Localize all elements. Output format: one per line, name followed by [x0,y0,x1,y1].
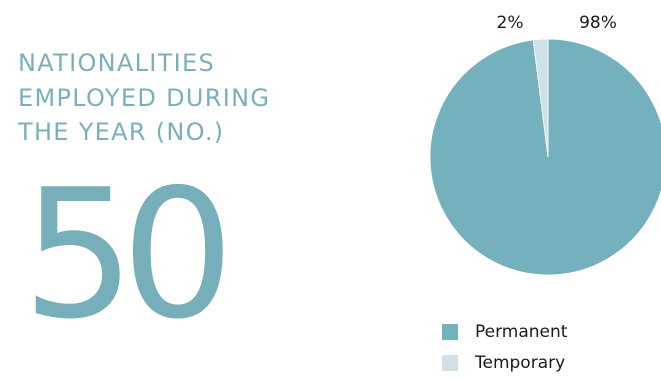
pie-slice-temporary [532,38,549,158]
legend-label-permanent: Permanent [475,322,568,342]
legend-label-temporary: Temporary [475,353,566,373]
pie-slice-permanent [429,38,661,276]
chart-legend: Permanent Temporary [442,320,567,382]
legend-item-permanent: Permanent [442,320,567,344]
legend-item-temporary: Temporary [442,351,567,375]
headline-line-1: NATIONALITIES [18,49,215,77]
headline-line-2: EMPLOYED DURING [18,83,271,112]
headline: NATIONALITIES EMPLOYED DURING THE YEAR (… [18,46,318,150]
nationalities-count: 50 [22,151,234,358]
data-label-permanent: 98% [579,13,617,33]
legend-swatch-temporary [442,355,458,371]
data-label-temporary: 2% [497,13,524,33]
legend-swatch-permanent [442,324,458,340]
headline-line-3: THE YEAR (NO.) [18,118,225,146]
